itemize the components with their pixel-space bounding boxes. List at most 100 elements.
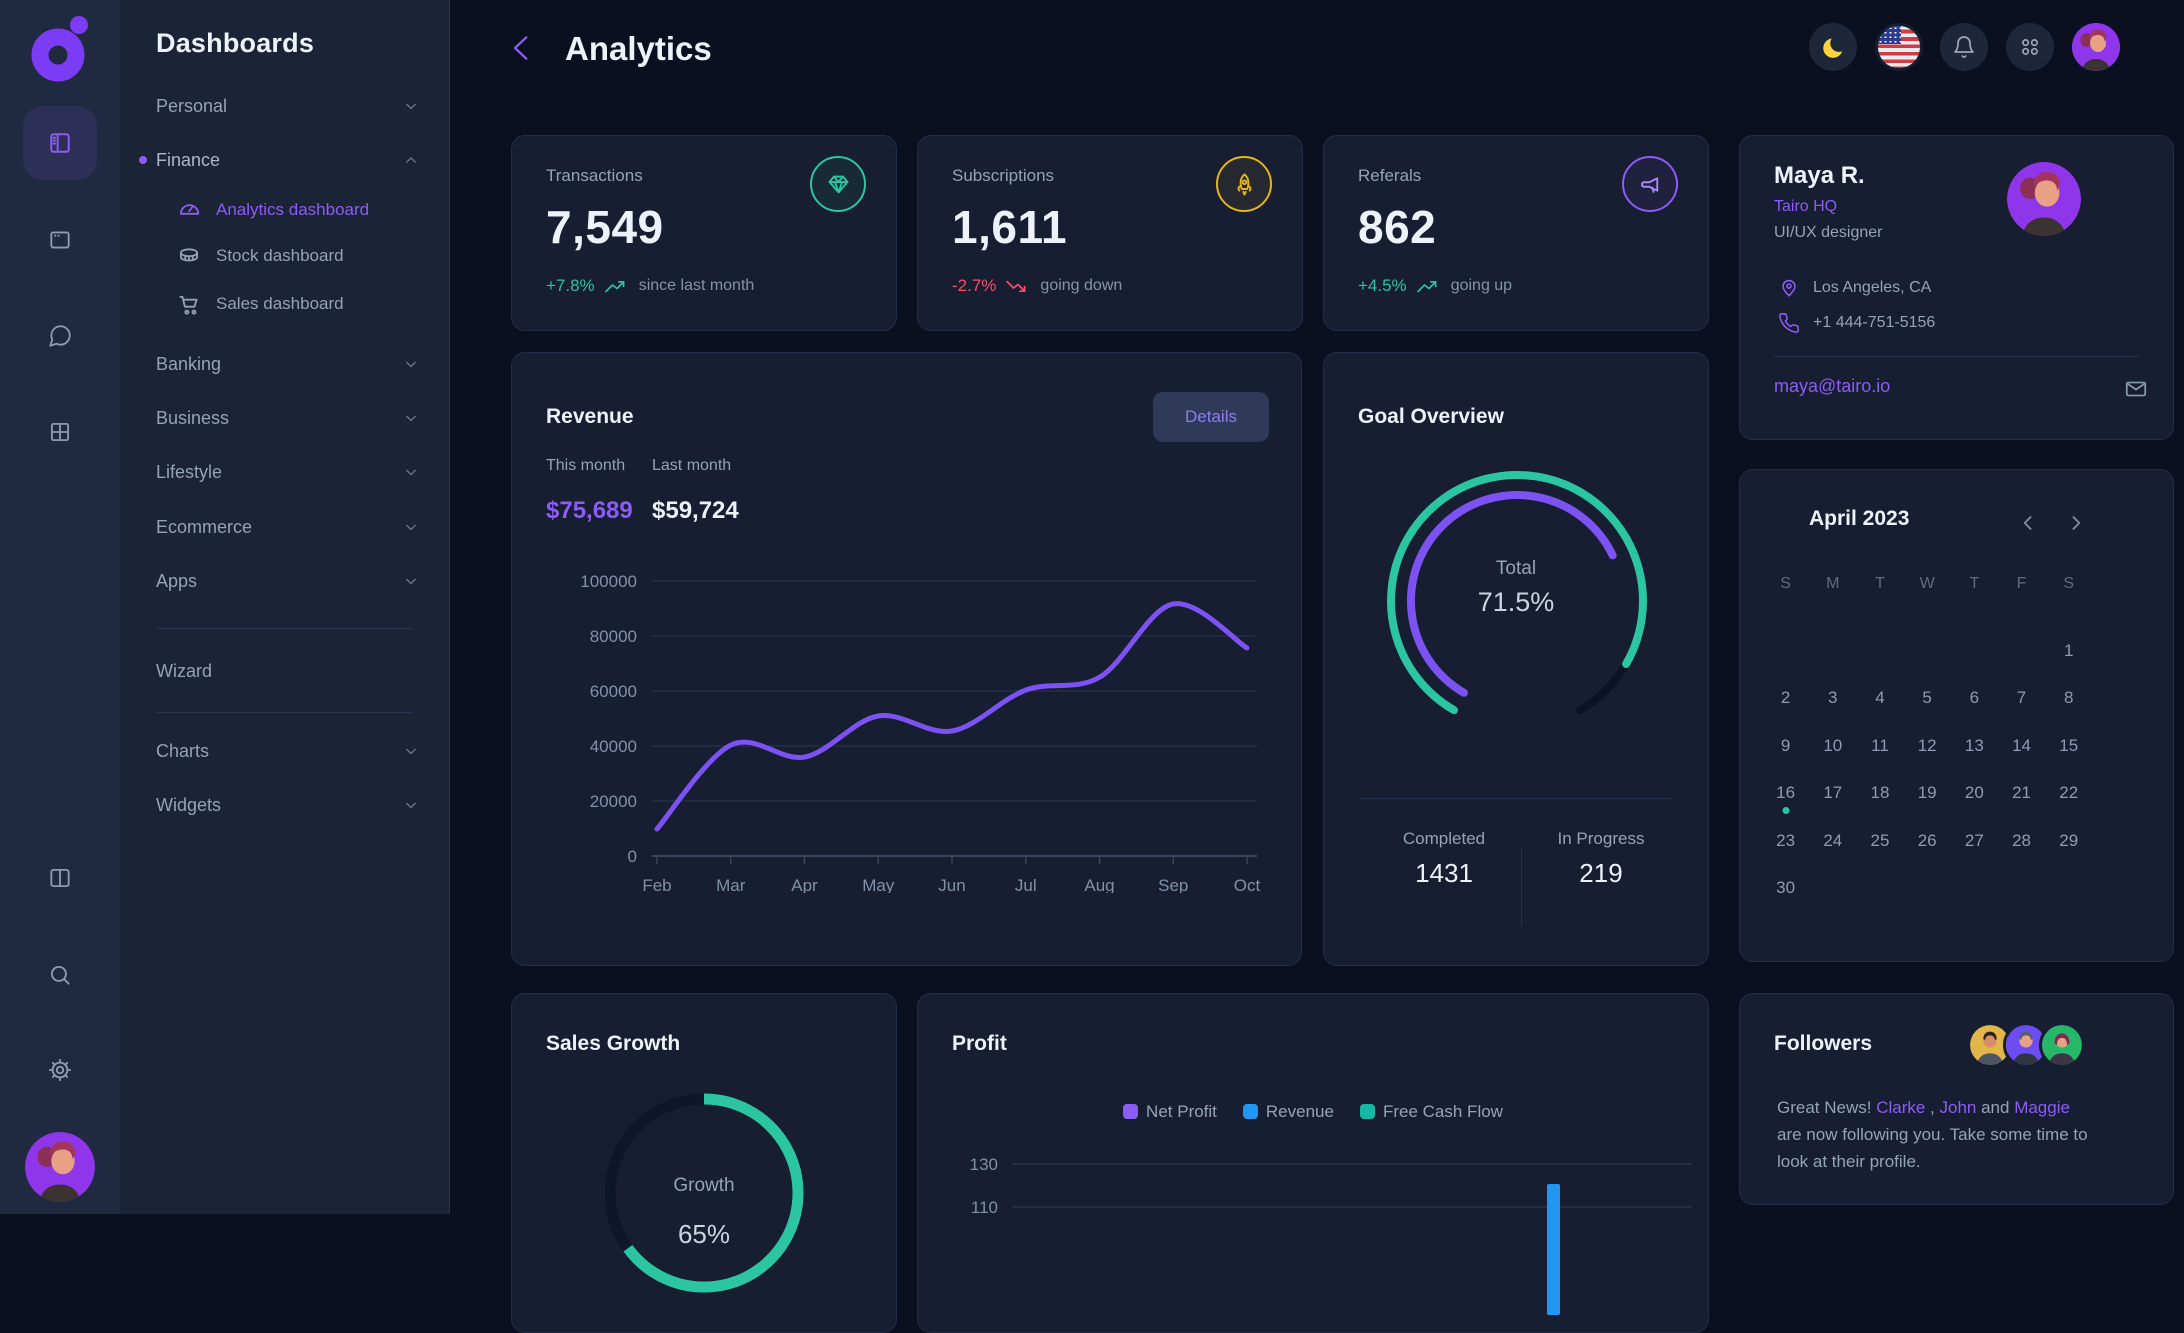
legend-item: Free Cash Flow: [1359, 1102, 1503, 1122]
nav-item-personal[interactable]: Personal: [156, 86, 421, 126]
follower-link-clarke[interactable]: Clarke: [1876, 1098, 1926, 1117]
weekday-label: S: [2063, 575, 2075, 592]
calendar-day[interactable]: 14: [2012, 735, 2031, 755]
apps-launcher-button[interactable]: [2006, 23, 2054, 71]
calendar-day[interactable]: 1: [2063, 640, 2074, 660]
calendar-day[interactable]: 7: [2016, 688, 2027, 708]
back-button[interactable]: [505, 30, 537, 66]
nav-item-stock-dashboard[interactable]: Stock dashboard: [176, 236, 421, 276]
chevron-down-icon: [406, 103, 416, 110]
calendar-day[interactable]: 25: [1870, 830, 1890, 850]
tairo-logo-icon[interactable]: [0, 0, 120, 110]
calendar-day[interactable]: 15: [2059, 735, 2079, 755]
calendar-day[interactable]: 8: [2063, 688, 2074, 708]
calendar-day[interactable]: 10: [1823, 735, 1843, 755]
y-tick-label: 110: [971, 1198, 998, 1217]
nav-item-analytics-dashboard[interactable]: Analytics dashboard: [176, 190, 421, 230]
location-pin-icon: [1782, 279, 1796, 297]
calendar-day[interactable]: 24: [1823, 830, 1843, 850]
nav-item-wizard[interactable]: Wizard: [156, 660, 213, 681]
calendar-day[interactable]: 3: [1828, 688, 1838, 708]
calendar-next-button[interactable]: [2062, 510, 2090, 538]
sidebar-item-dashboards[interactable]: [23, 106, 97, 180]
calendar-day[interactable]: 5: [1922, 688, 1932, 708]
calendar-day[interactable]: 2: [1780, 688, 1791, 708]
profile-location-row: Los Angeles, CA: [1778, 277, 1931, 299]
revenue-line-series: [654, 601, 1250, 832]
follower-link-john[interactable]: John: [1939, 1098, 1977, 1117]
x-tick-label: Apr: [791, 876, 818, 893]
nav-item-ecommerce[interactable]: Ecommerce: [156, 507, 421, 547]
dark-mode-toggle[interactable]: [1809, 23, 1857, 71]
calendar-empty-cell: [1951, 865, 1998, 913]
calendar-empty-cell: [1998, 627, 2045, 675]
calendar-day[interactable]: 6: [1969, 688, 1980, 708]
calendar-day[interactable]: 4: [1875, 688, 1885, 708]
split-columns-icon: [50, 868, 70, 888]
nav-item-banking[interactable]: Banking: [156, 344, 421, 384]
nav-item-lifestyle[interactable]: Lifestyle: [156, 452, 421, 492]
dashboards-sidebar: Dashboards Personal Finance Analytics da…: [120, 0, 450, 1214]
sidebar-item-settings[interactable]: [23, 1033, 97, 1107]
calendar-day[interactable]: 9: [1780, 735, 1791, 755]
nav-item-sales-dashboard[interactable]: Sales dashboard: [176, 284, 421, 324]
nav-item-apps[interactable]: Apps: [156, 561, 421, 601]
language-selector[interactable]: [1875, 23, 1923, 71]
sidebar-item-components[interactable]: [23, 395, 97, 469]
trend-up-icon: [1416, 280, 1437, 292]
sidebar-user-avatar[interactable]: [25, 1132, 95, 1202]
calendar-day[interactable]: 17: [1823, 783, 1843, 803]
x-tick-label: Mar: [716, 876, 746, 893]
goal-title: Goal Overview: [1358, 405, 1504, 428]
calendar-day[interactable]: 28: [2012, 830, 2031, 850]
calendar-day[interactable]: 30: [1776, 878, 1796, 898]
revenue-title: Revenue: [546, 405, 634, 428]
sidebar-item-search[interactable]: [23, 938, 97, 1012]
envelope-icon[interactable]: [2123, 376, 2149, 402]
follower-avatar-maggie[interactable]: [2039, 1022, 2085, 1068]
sales-growth-card: Sales Growth Growth 65%: [511, 993, 897, 1333]
calendar-day[interactable]: 13: [1964, 735, 1984, 755]
page-title: Analytics: [565, 30, 712, 67]
sidebar-item-messages[interactable]: [23, 299, 97, 373]
calendar-day[interactable]: 12: [1917, 735, 1937, 755]
weekday-label: M: [1826, 575, 1840, 592]
sidebar-item-apps-window[interactable]: [23, 203, 97, 277]
nav-item-business[interactable]: Business: [156, 398, 421, 438]
calendar-day[interactable]: 19: [1917, 783, 1937, 803]
follower-avatar-clarke[interactable]: [1967, 1022, 2013, 1068]
calendar-day[interactable]: 11: [1871, 735, 1889, 755]
calendar-day[interactable]: 20: [1964, 783, 1984, 803]
subscriptions-stat-card: Subscriptions 1,611 -2.7% going down: [917, 135, 1303, 331]
nav-item-finance[interactable]: Finance: [139, 140, 421, 180]
nav-item-widgets[interactable]: Widgets: [156, 785, 421, 825]
nav-item-charts[interactable]: Charts: [156, 731, 421, 771]
calendar-empty-cell: [1809, 865, 1856, 913]
profile-company[interactable]: Tairo HQ: [1774, 198, 1838, 215]
panel-layout-icon: [50, 133, 70, 153]
referals-stat-card: Referals 862 +4.5% going up: [1323, 135, 1709, 331]
header-user-avatar[interactable]: [2072, 23, 2120, 71]
divider: [1521, 846, 1522, 926]
follower-link-maggie[interactable]: Maggie: [2014, 1098, 2070, 1117]
calendar-prev-button[interactable]: [2016, 510, 2044, 538]
calendar-day[interactable]: 26: [1917, 830, 1937, 850]
notifications-button[interactable]: [1940, 23, 1988, 71]
calendar-day[interactable]: 29: [2059, 830, 2079, 850]
details-button[interactable]: Details: [1153, 392, 1269, 442]
calendar-day[interactable]: 27: [1964, 830, 1984, 850]
legend-item: Net Profit: [1123, 1102, 1217, 1122]
calendar-day[interactable]: 18: [1870, 783, 1890, 803]
gauge-icon: [179, 204, 200, 215]
calendar-day[interactable]: 16: [1762, 770, 1809, 818]
profile-email-link[interactable]: maya@tairo.io: [1774, 376, 1891, 396]
calendar-day[interactable]: 22: [2059, 783, 2079, 803]
calendar-empty-cell: [1856, 865, 1903, 913]
goal-overview-card: Goal Overview Total 71.5% Completed 1431…: [1323, 352, 1709, 966]
sidebar-item-split-view[interactable]: [23, 841, 97, 915]
cart-icon: [179, 296, 198, 315]
calendar-day[interactable]: 21: [2012, 783, 2031, 803]
calendar-day[interactable]: 23: [1776, 830, 1796, 850]
bell-icon: [1954, 36, 1974, 58]
apps-grid-icon: [2022, 39, 2038, 55]
